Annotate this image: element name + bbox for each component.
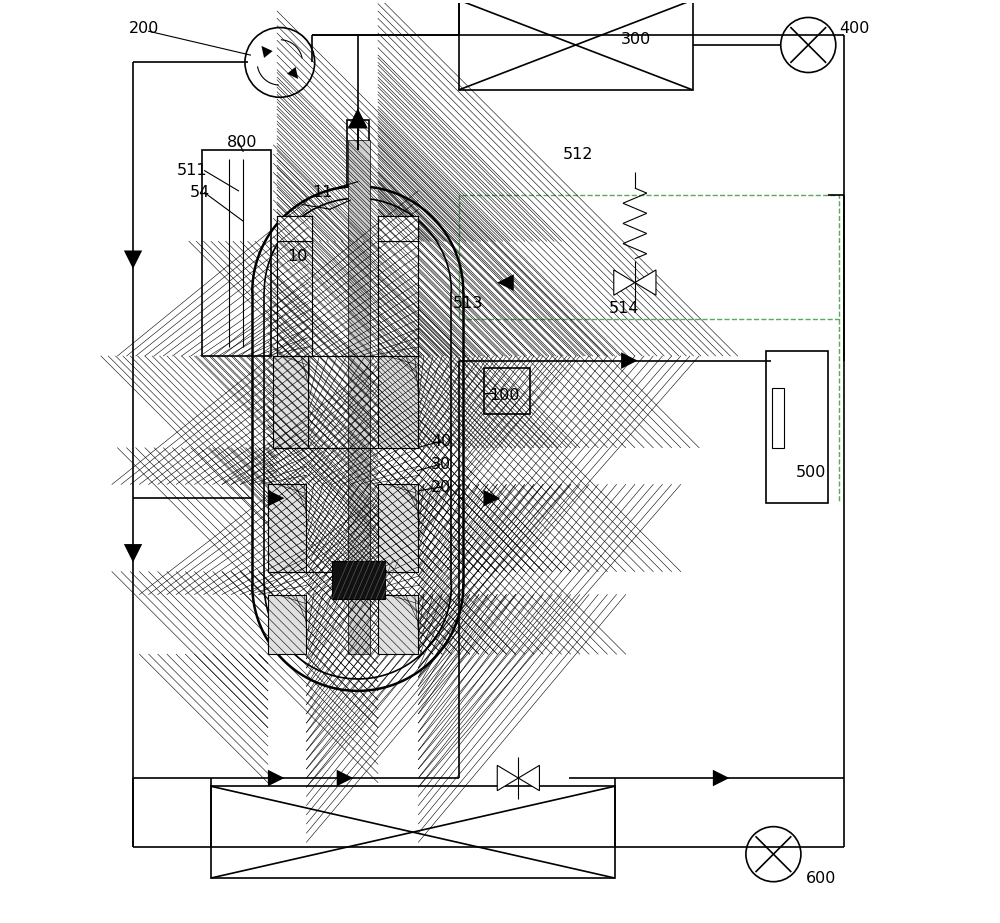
Polygon shape <box>713 770 729 786</box>
Text: 10: 10 <box>287 249 308 264</box>
Text: 800: 800 <box>227 135 257 150</box>
Bar <box>332 560 385 599</box>
Polygon shape <box>614 270 635 295</box>
Bar <box>378 241 418 356</box>
Bar <box>459 0 693 90</box>
Polygon shape <box>497 274 514 291</box>
Text: 30: 30 <box>431 457 451 472</box>
Text: 100: 100 <box>489 388 519 403</box>
Text: 40: 40 <box>431 434 451 449</box>
Polygon shape <box>518 765 539 791</box>
Bar <box>378 356 418 448</box>
Polygon shape <box>124 544 142 562</box>
Text: 511: 511 <box>177 163 208 178</box>
Text: 513: 513 <box>452 296 483 311</box>
Text: 11: 11 <box>312 186 332 200</box>
Text: 20: 20 <box>431 480 451 495</box>
Bar <box>378 594 418 654</box>
Bar <box>202 150 271 356</box>
Bar <box>378 485 418 571</box>
Bar <box>277 241 312 356</box>
Polygon shape <box>348 108 368 128</box>
Bar <box>268 485 306 571</box>
Text: 600: 600 <box>806 871 836 886</box>
Bar <box>268 594 306 654</box>
Polygon shape <box>268 770 284 786</box>
Polygon shape <box>483 490 500 507</box>
Text: 300: 300 <box>621 32 651 47</box>
Bar <box>459 196 839 319</box>
Polygon shape <box>124 250 142 269</box>
Bar <box>766 352 828 503</box>
Text: 514: 514 <box>608 301 639 316</box>
Bar <box>211 786 615 878</box>
Text: 512: 512 <box>562 147 593 162</box>
Polygon shape <box>337 770 353 786</box>
Bar <box>277 216 312 241</box>
Text: 200: 200 <box>128 21 159 36</box>
Bar <box>772 388 784 448</box>
Text: 500: 500 <box>795 465 826 480</box>
Polygon shape <box>635 270 656 295</box>
Bar <box>378 216 418 241</box>
Bar <box>347 120 369 186</box>
Bar <box>378 216 418 241</box>
Bar <box>273 356 308 448</box>
Polygon shape <box>268 490 284 507</box>
Bar <box>348 140 370 654</box>
Text: 54: 54 <box>190 186 210 200</box>
Polygon shape <box>261 46 273 58</box>
Polygon shape <box>497 765 518 791</box>
Text: 400: 400 <box>839 21 870 36</box>
Bar <box>277 216 312 241</box>
Bar <box>484 368 530 414</box>
Polygon shape <box>287 66 298 79</box>
Polygon shape <box>621 353 638 369</box>
